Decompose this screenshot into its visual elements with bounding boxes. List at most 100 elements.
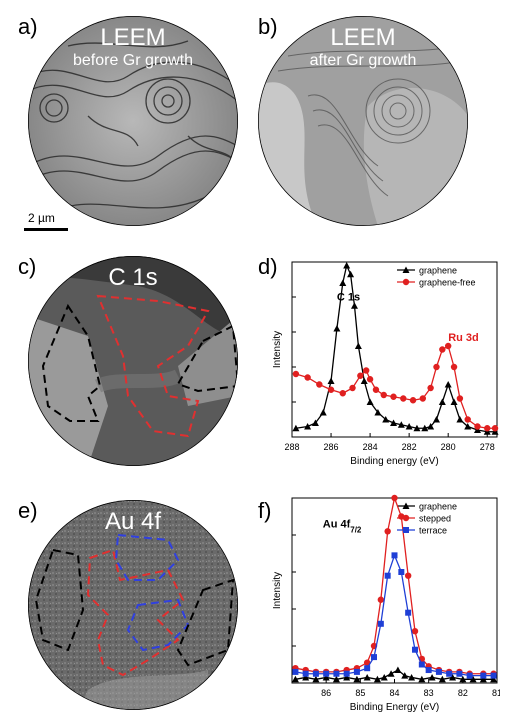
data-point-graphene-free (444, 342, 452, 350)
x-axis-label: Binding energy (eV) (350, 456, 438, 467)
data-point-graphene (343, 262, 351, 269)
data-point-graphene-free (390, 393, 397, 400)
legend-marker-terrace (403, 527, 409, 533)
data-point-graphene (456, 416, 464, 423)
x-tick-label: 288 (284, 442, 299, 452)
data-point-terrace (292, 668, 299, 675)
data-point-graphene (490, 675, 498, 683)
data-point-terrace (435, 668, 442, 675)
data-point-terrace (480, 672, 487, 679)
data-point-graphene (438, 675, 446, 683)
data-point-graphene (491, 428, 499, 435)
x-tick-label: 82 (458, 688, 468, 698)
series-line-graphene (295, 263, 496, 433)
data-point-terrace (343, 670, 350, 677)
region-black-left-e (34, 548, 85, 652)
data-point-graphene (428, 673, 436, 681)
data-point-terrace (384, 572, 391, 579)
data-point-graphene (374, 409, 382, 416)
data-point-graphene-free (327, 386, 335, 393)
panel-label-e: e) (18, 498, 38, 523)
data-point-stepped (377, 596, 385, 603)
x-tick-label: 84 (389, 688, 399, 698)
data-point-graphene-free (357, 372, 364, 379)
data-point-graphene (360, 377, 368, 384)
data-point-graphene (304, 423, 312, 430)
data-point-graphene (353, 675, 361, 683)
data-point-graphene (444, 381, 452, 388)
data-point-graphene (339, 279, 347, 286)
legend-label-terrace: terrace (419, 526, 447, 536)
x-axis-label: Binding Energy (eV) (350, 702, 440, 713)
panel-label-c: c) (18, 254, 37, 279)
data-point-terrace (446, 670, 453, 677)
data-point-graphene (483, 428, 491, 435)
plot-frame (291, 261, 498, 438)
data-point-terrace (456, 670, 463, 677)
x-tick-label: 286 (324, 442, 339, 452)
data-point-graphene-free (292, 370, 300, 378)
region-blue-e2 (126, 598, 190, 652)
legend-label-graphene: graphene (419, 502, 457, 512)
y-axis-label: Intensity (272, 331, 283, 368)
data-point-graphene (469, 675, 477, 683)
data-point-graphene (438, 398, 446, 405)
legend-marker-stepped (402, 514, 410, 522)
data-point-terrace (412, 646, 418, 653)
x-tick-label: 280 (441, 442, 456, 452)
data-point-graphene (363, 673, 371, 681)
data-point-graphene (327, 377, 335, 384)
data-point-graphene-free (427, 384, 434, 392)
data-point-terrace (302, 670, 309, 677)
data-point-graphene (427, 423, 435, 430)
legend-label-graphene: graphene (419, 266, 457, 276)
data-point-graphene-free (349, 384, 356, 392)
data-point-graphene (373, 675, 381, 683)
data-point-terrace (466, 672, 473, 679)
data-point-stepped (363, 659, 371, 666)
data-point-graphene (401, 672, 409, 679)
panel-b-title: LEEM (330, 24, 396, 51)
data-point-graphene (291, 675, 299, 683)
data-point-graphene (459, 675, 467, 683)
x-tick-label: 81 (492, 688, 500, 698)
data-point-terrace (398, 569, 405, 575)
data-point-graphene-free (491, 425, 499, 432)
data-point-graphene (292, 424, 300, 432)
data-point-stepped (384, 528, 391, 535)
data-point-graphene (354, 342, 362, 349)
panel-a-subtitle: before Gr growth (72, 52, 194, 69)
scale-bar (24, 228, 68, 231)
data-point-graphene (473, 426, 481, 433)
xps-chart-c1s: 288 286 284 282 280 278 Binding energy (eV) Int… (272, 261, 499, 467)
region-black-right-e (176, 578, 235, 667)
legend-marker-graphene (402, 266, 410, 273)
data-point-terrace (405, 609, 412, 616)
series-line-graphene (295, 669, 494, 680)
data-point-stepped (411, 628, 419, 635)
data-point-graphene-free (400, 395, 407, 402)
annotation-subscript: 7/2 (350, 525, 362, 534)
legend-label-stepped: stepped (419, 514, 451, 524)
data-point-graphene (382, 416, 390, 423)
y-axis-label: Intensity (272, 572, 283, 609)
data-point-terrace (371, 654, 377, 661)
data-point-terrace (490, 672, 497, 679)
data-point-graphene (394, 666, 402, 674)
data-point-graphene (408, 673, 416, 681)
data-point-terrace (391, 552, 398, 559)
data-point-graphene-free (339, 390, 346, 397)
au4f-map: Au 4f (28, 500, 238, 710)
data-point-graphene-free (419, 395, 427, 402)
data-point-terrace (333, 670, 340, 677)
data-point-stepped (391, 494, 398, 502)
x-tick-label: 85 (355, 688, 365, 698)
data-point-graphene-free (316, 381, 323, 388)
data-point-terrace (377, 620, 384, 627)
data-point-graphene-free (439, 346, 446, 353)
data-point-graphene-free (366, 376, 374, 383)
data-point-graphene (387, 670, 395, 677)
x-tick-label: 284 (363, 442, 378, 452)
data-point-graphene (319, 409, 327, 416)
data-point-graphene (366, 398, 374, 405)
